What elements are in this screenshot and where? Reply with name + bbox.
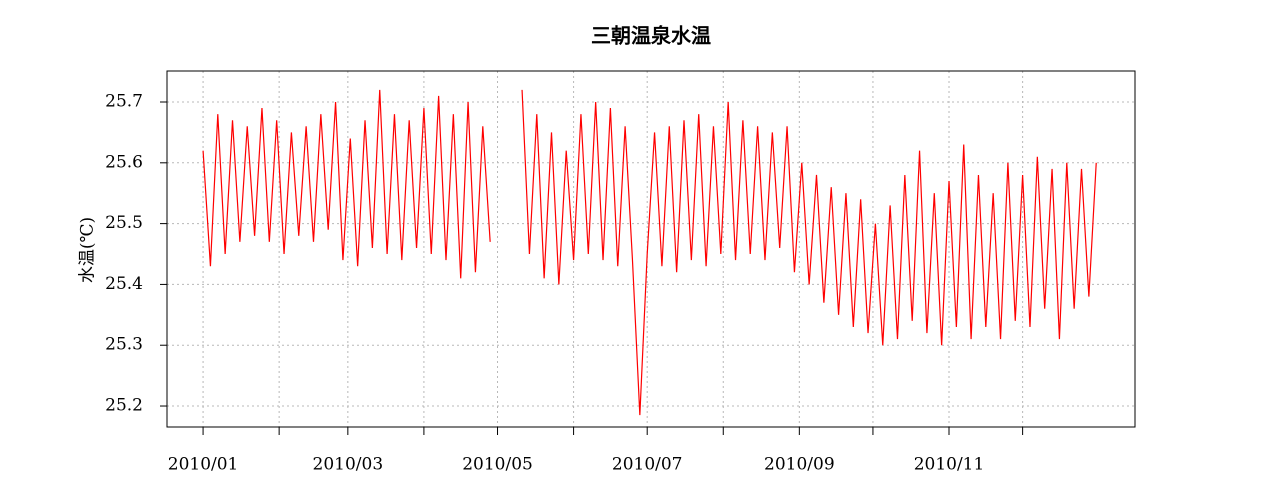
plot-frame [166,70,1136,428]
data-line [202,89,1097,416]
x-tick-label: 2010/01 [168,455,239,475]
x-tick-label: 2010/03 [313,455,384,475]
y-tick-label: 25.7 [105,92,143,112]
y-tick-label: 25.4 [105,274,143,294]
y-tick-label: 25.2 [105,396,143,416]
y-axis-label: 水温(℃) [78,217,98,283]
x-tick-label: 2010/11 [914,455,985,475]
chart-title: 三朝温泉水温 [591,24,711,48]
x-tick-label: 2010/09 [764,455,835,475]
x-tick-label: 2010/07 [612,455,683,475]
y-tick-label: 25.6 [105,152,143,172]
x-tick-label: 2010/05 [462,455,533,475]
y-tick-label: 25.3 [105,335,143,355]
y-tick-label: 25.5 [105,213,143,233]
